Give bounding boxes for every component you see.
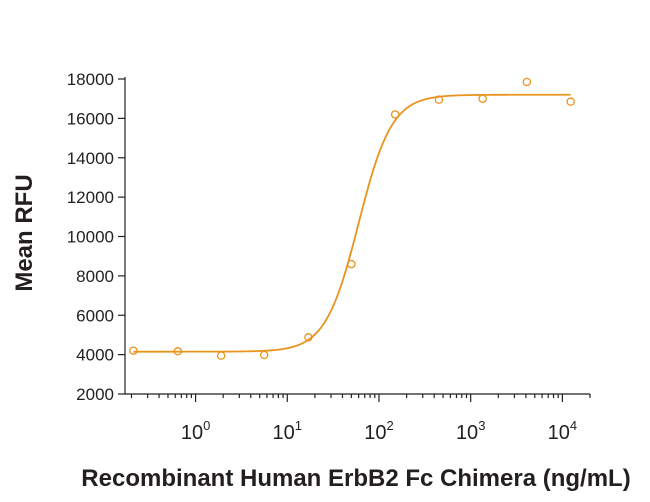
data-point [173,347,183,356]
x-tick-exponent: 0 [203,418,210,433]
y-tick-label: 12000 [67,188,114,207]
y-axis-title: Mean RFU [11,174,38,291]
data-point [304,333,313,342]
y-tick-label: 18000 [67,70,114,89]
data-point [522,77,532,87]
x-tick-base: 10 [364,422,386,444]
data-point [129,346,138,355]
x-tick-label: 100 [181,418,210,444]
x-tick-label: 101 [273,418,302,444]
y-axis: 2000 4000 6000 8000 10000 12000 14000 16000 1800… [67,70,126,404]
x-tick-label: 104 [548,418,577,444]
x-tick-base: 10 [273,422,295,444]
y-tick-label: 10000 [67,228,114,247]
data-point [566,97,575,106]
y-tick-label: 6000 [76,306,114,325]
x-axis-title: Recombinant Human ErbB2 Fc Chimera (ng/m… [81,465,630,492]
x-tick-label: 103 [456,418,485,444]
x-tick-base: 10 [181,422,203,444]
y-tick-label: 2000 [76,385,114,404]
data-point [347,259,356,269]
data-point [478,94,487,103]
x-axis: 100 101 102 103 104 [125,393,591,444]
data-point [216,351,226,360]
data-point [434,95,444,104]
x-tick-label: 102 [364,418,393,444]
x-tick-base: 10 [548,422,570,444]
y-tick-label: 8000 [76,267,114,286]
x-tick-base: 10 [456,422,478,444]
x-tick-exponent: 3 [478,418,485,433]
data-point [259,350,269,360]
fit-curve [133,93,571,353]
data-points [129,77,575,360]
y-tick-label: 14000 [67,149,114,168]
x-tick-exponent: 4 [570,418,577,433]
x-tick-exponent: 2 [386,418,393,433]
y-tick-label: 16000 [67,109,114,128]
data-point [390,110,400,119]
y-tick-label: 4000 [76,346,114,365]
x-tick-exponent: 1 [295,418,302,433]
